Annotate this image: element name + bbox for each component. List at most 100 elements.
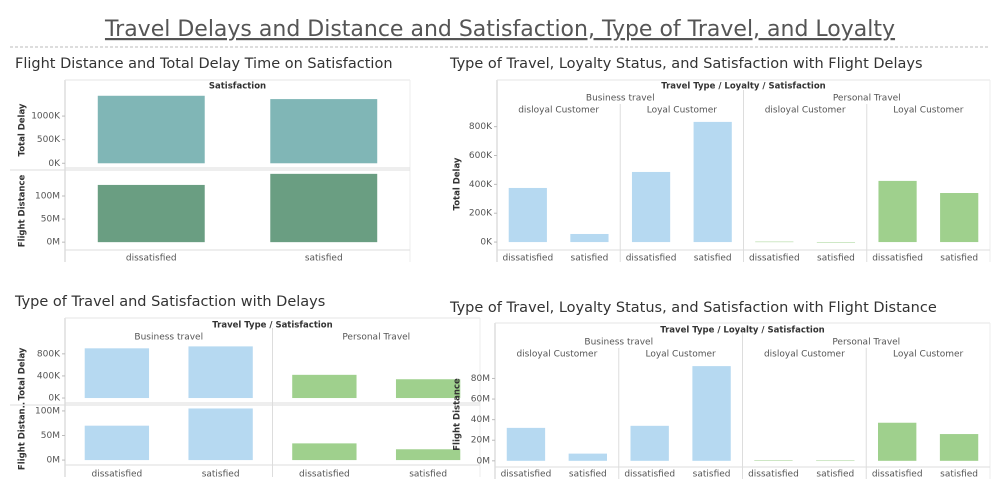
bar — [292, 374, 357, 399]
column-header: Satisfaction — [209, 82, 266, 92]
category-label: satisfied — [940, 470, 978, 480]
subgroup-header: Business travel — [134, 333, 203, 343]
group-header: Business travel — [586, 94, 655, 104]
y-tick-label: 60M — [471, 395, 490, 405]
bar — [755, 241, 794, 243]
row-label: Total Delay — [453, 157, 463, 210]
bar — [816, 242, 856, 243]
y-tick-label: 0M — [477, 456, 491, 466]
y-tick-label: 200K — [469, 209, 493, 219]
category-label: dissatisfied — [872, 254, 923, 264]
row-label: Flight Distan.. — [18, 402, 28, 470]
chart-title: Type of Travel and Satisfaction with Del… — [14, 294, 325, 310]
bar — [631, 171, 671, 243]
bar — [292, 443, 357, 461]
group-header: Personal Travel — [832, 338, 900, 348]
bar — [816, 460, 855, 462]
y-tick-label: 80M — [471, 374, 490, 384]
bar — [395, 379, 461, 399]
category-label: dissatisfied — [624, 470, 675, 480]
bar — [693, 121, 732, 243]
bar — [97, 95, 205, 164]
category-label: dissatisfied — [748, 470, 799, 480]
y-tick-label: 800K — [469, 122, 493, 132]
bar — [568, 453, 607, 461]
bar — [878, 180, 917, 243]
y-tick-label: 0K — [480, 238, 493, 248]
category-label: dissatisfied — [501, 470, 552, 480]
category-label: dissatisfied — [92, 470, 143, 480]
y-tick-label: 50M — [41, 215, 60, 225]
subgroup-header: Loyal Customer — [645, 350, 716, 360]
category-label: satisfied — [693, 470, 731, 480]
category-label: dissatisfied — [626, 254, 677, 264]
y-tick-label: 100M — [35, 406, 60, 416]
group-header: Business travel — [584, 338, 653, 348]
bar — [395, 449, 461, 461]
bar — [188, 408, 253, 461]
row-label: Total Delay — [18, 103, 28, 156]
bar — [754, 460, 793, 461]
group-header: Personal Travel — [833, 94, 901, 104]
y-tick-label: 400K — [469, 180, 493, 190]
y-tick-label: 1000K — [31, 112, 61, 122]
bar — [630, 425, 669, 461]
y-tick-label: 0K — [48, 394, 61, 404]
y-tick-label: 500K — [37, 135, 61, 145]
category-label: dissatisfied — [502, 254, 553, 264]
column-header: Travel Type / Satisfaction — [212, 321, 332, 331]
bar — [84, 425, 150, 461]
row-label: Flight Distance — [18, 175, 28, 248]
chart-title: Type of Travel, Loyalty Status, and Sati… — [449, 56, 923, 72]
category-label: dissatisfied — [299, 470, 350, 480]
bar — [692, 366, 731, 461]
category-label: satisfied — [305, 254, 343, 264]
column-header: Travel Type / Loyalty / Satisfaction — [660, 326, 824, 336]
y-tick-label: 600K — [469, 151, 493, 161]
subgroup-header: disloyal Customer — [518, 106, 599, 116]
row-label: Flight Distance — [453, 378, 463, 451]
y-tick-label: 0K — [48, 159, 61, 169]
y-tick-label: 50M — [41, 431, 60, 441]
subgroup-header: Personal Travel — [342, 333, 410, 343]
bar — [508, 187, 547, 243]
bar — [188, 346, 253, 399]
y-tick-label: 0M — [47, 238, 61, 248]
bar — [570, 233, 609, 243]
y-tick-label: 400K — [37, 371, 61, 381]
dashboard-title: Travel Delays and Distance and Satisfact… — [104, 17, 895, 42]
category-label: satisfied — [409, 470, 447, 480]
category-label: dissatisfied — [126, 254, 177, 264]
bar — [506, 427, 546, 461]
y-tick-label: 800K — [37, 349, 61, 359]
y-tick-label: 0M — [47, 456, 61, 466]
category-label: satisfied — [694, 254, 732, 264]
category-label: satisfied — [202, 470, 240, 480]
y-tick-label: 40M — [471, 415, 490, 425]
category-label: satisfied — [816, 470, 854, 480]
subgroup-header: Loyal Customer — [893, 350, 964, 360]
subgroup-header: Loyal Customer — [647, 106, 718, 116]
bar — [97, 184, 205, 243]
bar — [84, 348, 150, 399]
chart-title: Flight Distance and Total Delay Time on … — [15, 56, 393, 72]
subgroup-header: disloyal Customer — [765, 106, 846, 116]
bar — [270, 99, 378, 164]
subgroup-header: disloyal Customer — [764, 350, 845, 360]
category-label: dissatisfied — [872, 470, 923, 480]
chart-title: Type of Travel, Loyalty Status, and Sati… — [449, 300, 937, 316]
row-label: Total Delay — [18, 347, 28, 400]
bar — [878, 422, 917, 461]
y-tick-label: 20M — [471, 436, 490, 446]
category-label: dissatisfied — [749, 254, 800, 264]
bar — [270, 173, 378, 243]
subgroup-header: disloyal Customer — [516, 350, 597, 360]
column-header: Travel Type / Loyalty / Satisfaction — [661, 82, 825, 92]
category-label: satisfied — [571, 254, 609, 264]
category-label: satisfied — [817, 254, 855, 264]
y-tick-label: 100M — [35, 192, 60, 202]
subgroup-header: Loyal Customer — [893, 106, 964, 116]
category-label: satisfied — [569, 470, 607, 480]
bar — [940, 193, 979, 243]
